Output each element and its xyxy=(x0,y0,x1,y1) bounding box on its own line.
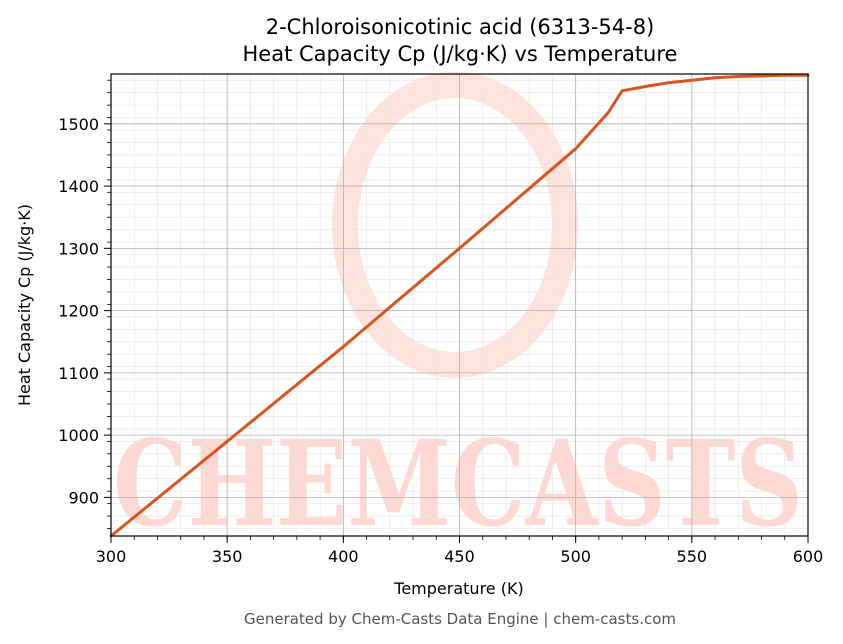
x-tick-label: 450 xyxy=(444,547,475,566)
x-tick-label: 300 xyxy=(96,547,127,566)
x-tick-label: 600 xyxy=(793,547,824,566)
series-line-0 xyxy=(109,73,810,538)
y-tick-label: 1300 xyxy=(58,239,99,258)
x-tick-label: 550 xyxy=(677,547,708,566)
x-tick-label: 500 xyxy=(560,547,591,566)
series-layer xyxy=(109,73,810,538)
x-tick-label: 350 xyxy=(212,547,243,566)
watermark-text: CHEMCASTS xyxy=(113,414,803,553)
x-tick-labels: 300 350 400 450 500 550 600 xyxy=(96,547,824,566)
y-tick-label: 1000 xyxy=(58,426,99,445)
footer-credit: Generated by Chem-Casts Data Engine | ch… xyxy=(244,610,676,628)
x-axis-label: Temperature (K) xyxy=(393,579,523,598)
chart-title-line-1: 2-Chloroisonicotinic acid (6313-54-8) xyxy=(266,15,655,39)
y-tick-labels: 900 1000 1100 1200 1300 1400 1500 xyxy=(58,115,99,508)
axis-ticks xyxy=(104,79,809,543)
y-tick-label: 900 xyxy=(68,488,99,507)
y-tick-label: 1200 xyxy=(58,302,99,321)
y-tick-label: 1500 xyxy=(58,115,99,134)
y-tick-label: 1100 xyxy=(58,364,99,383)
x-tick-label: 400 xyxy=(328,547,359,566)
chart-title-line-2: Heat Capacity Cp (J/kg·K) vs Temperature xyxy=(243,42,678,66)
y-axis-label: Heat Capacity Cp (J/kg·K) xyxy=(15,204,34,406)
watermark-logo: CHEMCASTS xyxy=(113,72,803,553)
y-tick-label: 1400 xyxy=(58,177,99,196)
